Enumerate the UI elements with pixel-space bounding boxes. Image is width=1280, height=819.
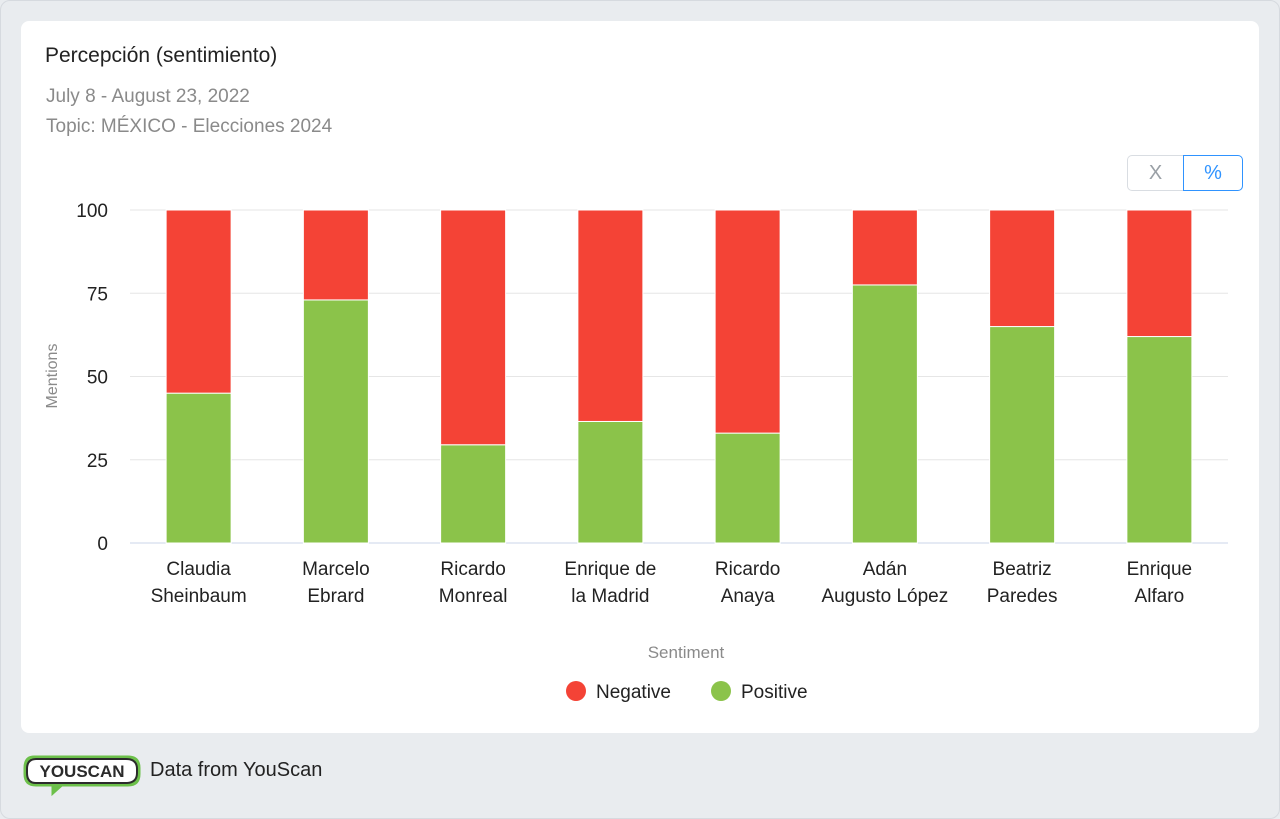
bar-positive[interactable] xyxy=(302,299,369,544)
x-tick-label: Beatriz Paredes xyxy=(987,559,1058,607)
data-source-text: Data from YouScan xyxy=(150,758,323,781)
legend-swatch xyxy=(711,681,731,701)
bar-layer xyxy=(165,209,1193,544)
date-range: July 8 - August 23, 2022 xyxy=(46,86,250,107)
bar-negative[interactable] xyxy=(851,209,918,286)
x-tick-label: Ricardo Monreal xyxy=(439,559,508,607)
percent-values-button[interactable]: % xyxy=(1183,155,1243,191)
y-tick-label: 0 xyxy=(97,534,108,555)
y-tick-label: 100 xyxy=(76,201,108,222)
bar-positive[interactable] xyxy=(165,392,232,544)
stacked-bar-chart: 0 25 50 75 100 Claudia Sheinbaum Marcelo Ebrard… xyxy=(44,201,1228,703)
bar-negative[interactable] xyxy=(714,209,781,434)
chart-title: Percepción (sentimiento) xyxy=(45,44,278,67)
legend-swatch xyxy=(566,681,586,701)
bar-positive[interactable] xyxy=(577,420,644,544)
youscan-logo: YOUSCAN xyxy=(22,754,142,798)
x-tick-label: Enrique de la Madrid xyxy=(564,559,656,607)
bar-negative[interactable] xyxy=(440,209,507,446)
legend-label: Negative xyxy=(596,682,671,703)
x-tick-label: Enrique Alfaro xyxy=(1127,559,1193,607)
value-mode-toggle: X % xyxy=(1127,155,1243,191)
legend: Negative Positive xyxy=(566,681,808,703)
absolute-values-button[interactable]: X xyxy=(1127,155,1183,191)
y-tick-label: 75 xyxy=(87,284,108,305)
bar-positive[interactable] xyxy=(1126,336,1193,544)
topic-label: Topic: MÉXICO - Elecciones 2024 xyxy=(46,116,333,137)
x-tick-label: Adán Augusto López xyxy=(821,559,948,607)
bar-negative[interactable] xyxy=(577,209,644,422)
bar-positive[interactable] xyxy=(989,326,1056,544)
grid-layer: 0 25 50 75 100 xyxy=(76,201,1228,555)
x-tick-label: Claudia Sheinbaum xyxy=(151,559,247,607)
label-layer: Claudia Sheinbaum Marcelo Ebrard Ricardo Monr… xyxy=(151,559,1193,607)
legend-label: Positive xyxy=(741,682,808,703)
x-tick-label: Marcelo Ebrard xyxy=(302,559,370,607)
legend-item-positive[interactable]: Positive xyxy=(711,681,808,703)
bar-positive[interactable] xyxy=(440,444,507,544)
y-tick-label: 25 xyxy=(87,451,108,472)
legend-item-negative[interactable]: Negative xyxy=(566,681,671,703)
bar-positive[interactable] xyxy=(851,284,918,544)
youscan-logo-icon: YOUSCAN xyxy=(23,755,141,797)
bar-negative[interactable] xyxy=(1126,209,1193,338)
y-tick-label: 50 xyxy=(87,368,108,389)
bar-negative[interactable] xyxy=(165,209,232,394)
x-tick-label: Ricardo Anaya xyxy=(715,559,780,607)
bar-negative[interactable] xyxy=(989,209,1056,328)
x-axis-label: Sentiment xyxy=(648,643,725,662)
bar-negative[interactable] xyxy=(302,209,369,301)
bar-positive[interactable] xyxy=(714,432,781,544)
footer: YOUSCAN Data from YouScan xyxy=(22,754,322,798)
y-axis-label: Mentions xyxy=(44,344,61,409)
logo-text: YOUSCAN xyxy=(39,762,124,781)
